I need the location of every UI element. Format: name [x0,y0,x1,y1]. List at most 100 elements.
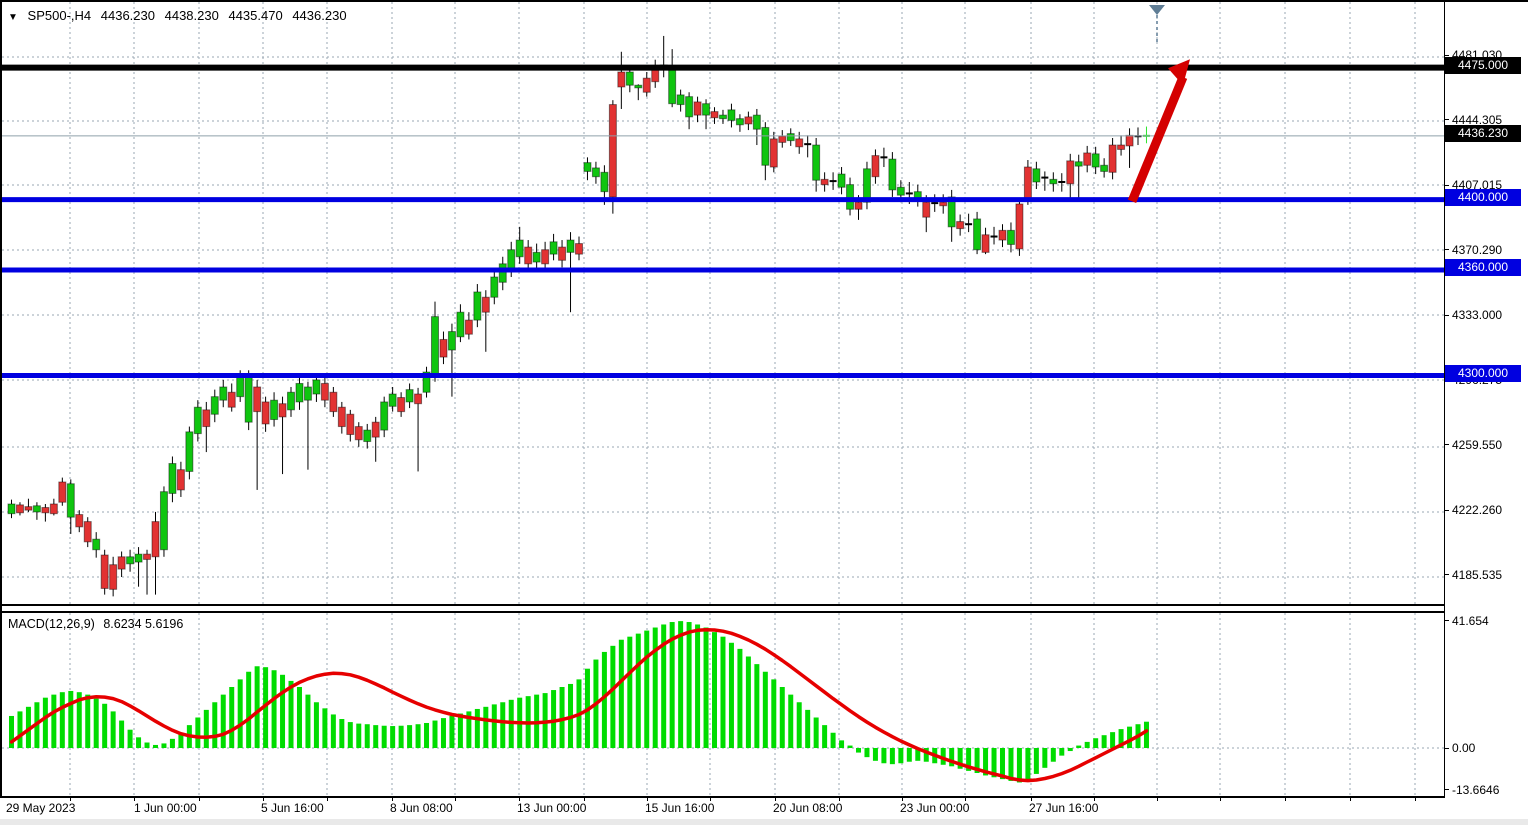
macd-histogram-bar [779,687,785,748]
candle-body [1066,160,1075,185]
candle [176,461,185,497]
macd-histogram-bar [822,725,828,748]
candle-body [685,96,694,118]
candle-body [117,556,126,570]
price-axis-line [1444,0,1445,798]
macd-histogram-bar [771,679,777,748]
time-axis-tick [263,798,264,801]
candle-body [1074,161,1083,167]
candle [41,503,50,522]
macd-histogram-bar [220,694,226,748]
macd-histogram-bar [703,627,709,748]
macd-histogram-bar [271,670,277,748]
candle-doji-body [1041,176,1049,179]
candle [1142,126,1150,144]
candle [185,426,194,480]
candle [83,517,92,548]
macd-histogram-bar [601,651,607,748]
macd-indicator-values: 8.6234 5.6196 [103,617,184,631]
macd-histogram-bar [652,627,658,748]
time-axis-tick [1415,798,1416,801]
ohlc-close: 4436.230 [292,8,347,23]
candle [532,243,541,270]
candle [219,379,228,408]
macd-histogram-bar [500,702,506,748]
main-panel-bottom-border [0,604,1444,606]
candle [778,130,787,148]
macd-histogram-bar [661,624,667,748]
candle-body [159,491,168,551]
macd-indicator-plot[interactable] [2,613,1444,796]
candle-body [752,114,761,130]
macd-histogram-bar [618,639,624,748]
macd-histogram-bar [85,694,91,748]
macd-axis-tick [1444,789,1449,791]
candle-body [41,507,50,514]
window-top-border [0,0,1528,2]
macd-histogram-bar [474,708,480,748]
time-tick-label: 8 Jun 08:00 [390,801,453,815]
projection-arrow-head[interactable] [1168,59,1190,86]
price-chart-plot[interactable] [2,2,1444,604]
symbol-timeframe-label: SP500-,H4 [27,8,92,23]
candle-body [210,396,219,415]
candle [761,122,770,181]
candle [303,381,312,470]
macd-histogram-bar [288,680,294,748]
macd-histogram-bar [119,720,125,748]
macd-histogram-bar [805,709,811,748]
macd-histogram-bar [940,748,946,765]
projection-arrow-shaft[interactable] [1127,75,1188,204]
candle [837,167,846,195]
macd-histogram-bar [949,748,955,767]
macd-histogram-bar [152,744,158,748]
macd-histogram-bar [1101,735,1107,748]
macd-histogram-bar [313,702,319,748]
candle [1006,222,1015,253]
collapse-triangle-icon[interactable]: ▼ [8,12,18,23]
candle [591,161,600,184]
candle [880,147,888,168]
candle-body [143,553,152,560]
price-tick-label: 4407.015 [1452,178,1503,193]
candle-body [66,483,75,518]
macd-histogram-bar [839,740,845,748]
candle-body [600,171,609,193]
candle-body [1083,152,1092,166]
candle-body [227,391,236,408]
candle-doji-body [1058,180,1066,183]
candle [608,100,617,214]
candle [354,422,363,447]
candle-body [24,506,33,511]
macd-histogram-bar [339,719,345,748]
macd-histogram-bar [1076,745,1082,748]
candle [422,366,431,398]
macd-histogram-bar [728,642,734,748]
candle [524,240,533,272]
macd-histogram-bar [296,687,302,748]
candle [685,92,694,130]
candle [346,409,355,442]
macd-histogram-bar [449,715,455,748]
candle-body [710,111,719,119]
candle-body [49,503,58,515]
candle [193,400,202,442]
time-axis-tick [1220,798,1221,801]
candle-body [676,94,685,106]
candle [92,532,101,558]
candle-body [32,505,41,513]
macd-histogram-bar [856,748,861,753]
candle [549,233,558,261]
time-tick-label: 20 Jun 08:00 [773,801,843,815]
scroll-position-marker-icon[interactable] [1149,5,1165,15]
macd-histogram-bar [415,724,421,748]
candle [735,114,744,132]
candle-body [414,393,423,405]
candle-body [439,338,448,358]
time-axis-tick [965,798,966,801]
candle [710,107,719,124]
candle-body [1049,178,1058,185]
macd-indicator-label: MACD(12,26,9) [8,617,95,631]
candle [439,331,448,365]
macd-histogram-bar [983,748,989,776]
